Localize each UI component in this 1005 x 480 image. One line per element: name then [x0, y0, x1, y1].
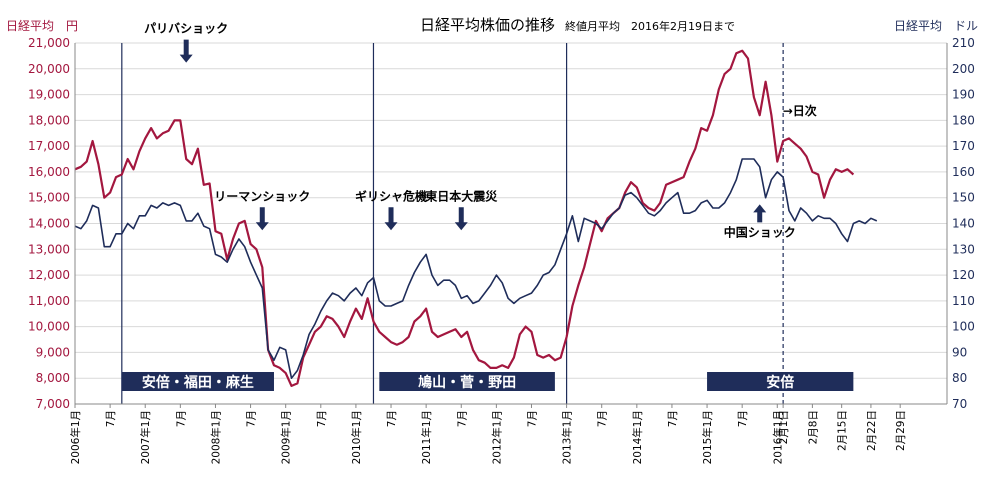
- government-band-label: 安倍・福田・麻生: [142, 374, 254, 391]
- right-tick-label: 150: [952, 191, 975, 205]
- right-tick-label: 210: [952, 36, 975, 50]
- right-tick-label: 200: [952, 62, 975, 76]
- x-tick-label: 7月: [456, 410, 468, 427]
- annotation-label: 東日本大震災: [425, 188, 498, 203]
- x-tick-label: 2016年1月: [771, 410, 784, 464]
- x-tick-label: 2007年1月: [139, 410, 152, 464]
- annotation-label: 中国ショック: [724, 224, 796, 239]
- x-tick-label: 2013年1月: [561, 410, 574, 464]
- x-tick-label: 7月: [105, 410, 117, 427]
- left-tick-label: 11,000: [28, 294, 70, 308]
- government-band: [707, 372, 854, 391]
- right-tick-label: 110: [952, 294, 975, 308]
- annotation-label: パリバショック: [144, 22, 228, 36]
- x-tick-label: 7月: [667, 410, 679, 427]
- down-arrow-icon: [454, 207, 468, 231]
- left-tick-label: 7,000: [36, 397, 70, 411]
- up-arrow-icon: [753, 204, 767, 223]
- government-band-label: 鳩山・菅・野田: [418, 374, 516, 391]
- chart-subtitle: 終値月平均 2016年2月19日まで: [565, 19, 735, 33]
- left-tick-label: 17,000: [28, 139, 70, 153]
- left-tick-label: 12,000: [28, 268, 70, 282]
- x-tick-label: 2008年1月: [209, 410, 222, 464]
- left-tick-label: 10,000: [28, 320, 70, 334]
- left-axis-label: 日経平均 円: [6, 19, 78, 33]
- right-tick-label: 80: [952, 371, 967, 385]
- government-band: [379, 372, 555, 391]
- government-band: [121, 372, 274, 391]
- x-tick-label: 2月1日: [778, 410, 790, 444]
- x-tick-label: 7月: [386, 410, 398, 427]
- left-tick-label: 8,000: [36, 371, 70, 385]
- x-tick-label: 7月: [597, 410, 609, 427]
- x-tick-label: 2月22日: [866, 410, 878, 451]
- x-tick-label: 2011年1月: [420, 410, 433, 464]
- right-tick-label: 90: [952, 345, 967, 359]
- right-axis-label: 日経平均 ドル: [894, 19, 978, 33]
- x-tick-label: 2月8日: [807, 410, 819, 444]
- annotation-label: →日次: [783, 103, 817, 118]
- x-tick-label: 2009年1月: [280, 410, 293, 464]
- left-tick-label: 20,000: [28, 62, 70, 76]
- x-tick-label: 2015年1月: [701, 410, 714, 464]
- government-band-label: 安倍: [766, 374, 794, 391]
- x-tick-label: 2012年1月: [490, 410, 503, 464]
- annotation-label: リーマンショック: [214, 189, 310, 203]
- right-tick-label: 160: [952, 165, 975, 179]
- left-tick-label: 19,000: [28, 88, 70, 102]
- x-tick-label: 2014年1月: [631, 410, 644, 464]
- right-tick-label: 100: [952, 320, 975, 334]
- x-tick-label: 7月: [526, 410, 538, 427]
- down-arrow-icon: [179, 39, 193, 63]
- left-tick-label: 14,000: [28, 217, 70, 231]
- chart-title: 日経平均株価の推移: [420, 16, 555, 34]
- down-arrow-icon: [384, 207, 398, 231]
- annotation-label: ギリシャ危機: [355, 188, 427, 203]
- left-tick-label: 13,000: [28, 242, 70, 256]
- x-tick-label: 7月: [737, 410, 749, 427]
- x-tick-label: 7月: [316, 410, 328, 427]
- right-tick-label: 140: [952, 217, 975, 231]
- left-tick-label: 21,000: [28, 36, 70, 50]
- down-arrow-icon: [255, 207, 269, 231]
- right-tick-label: 120: [952, 268, 975, 282]
- x-tick-label: 2月29日: [895, 410, 907, 451]
- government-bands: 安倍・福田・麻生 鳩山・菅・野田 安倍: [121, 372, 854, 391]
- period-dividers: [121, 43, 784, 404]
- left-tick-label: 9,000: [36, 345, 70, 359]
- x-tick-label: 2010年1月: [350, 410, 363, 464]
- left-tick-label: 18,000: [28, 113, 70, 127]
- axes: 21,000 210 20,000 200 19,000 190 18,000 180 17,0…: [28, 36, 975, 464]
- left-tick-label: 16,000: [28, 165, 70, 179]
- right-tick-label: 180: [952, 113, 975, 127]
- right-tick-label: 130: [952, 242, 975, 256]
- left-tick-label: 15,000: [28, 191, 70, 205]
- right-tick-label: 190: [952, 88, 975, 102]
- dollar-series-line: [74, 158, 878, 380]
- x-tick-label: 7月: [246, 410, 258, 427]
- right-tick-label: 170: [952, 139, 975, 153]
- series-lines: [74, 49, 878, 387]
- right-tick-label: 70: [952, 397, 967, 411]
- yen-series-line: [74, 49, 855, 387]
- x-tick-label: 2006年1月: [69, 410, 82, 464]
- x-tick-label: 7月: [175, 410, 187, 427]
- x-tick-label: 2月15日: [837, 410, 849, 451]
